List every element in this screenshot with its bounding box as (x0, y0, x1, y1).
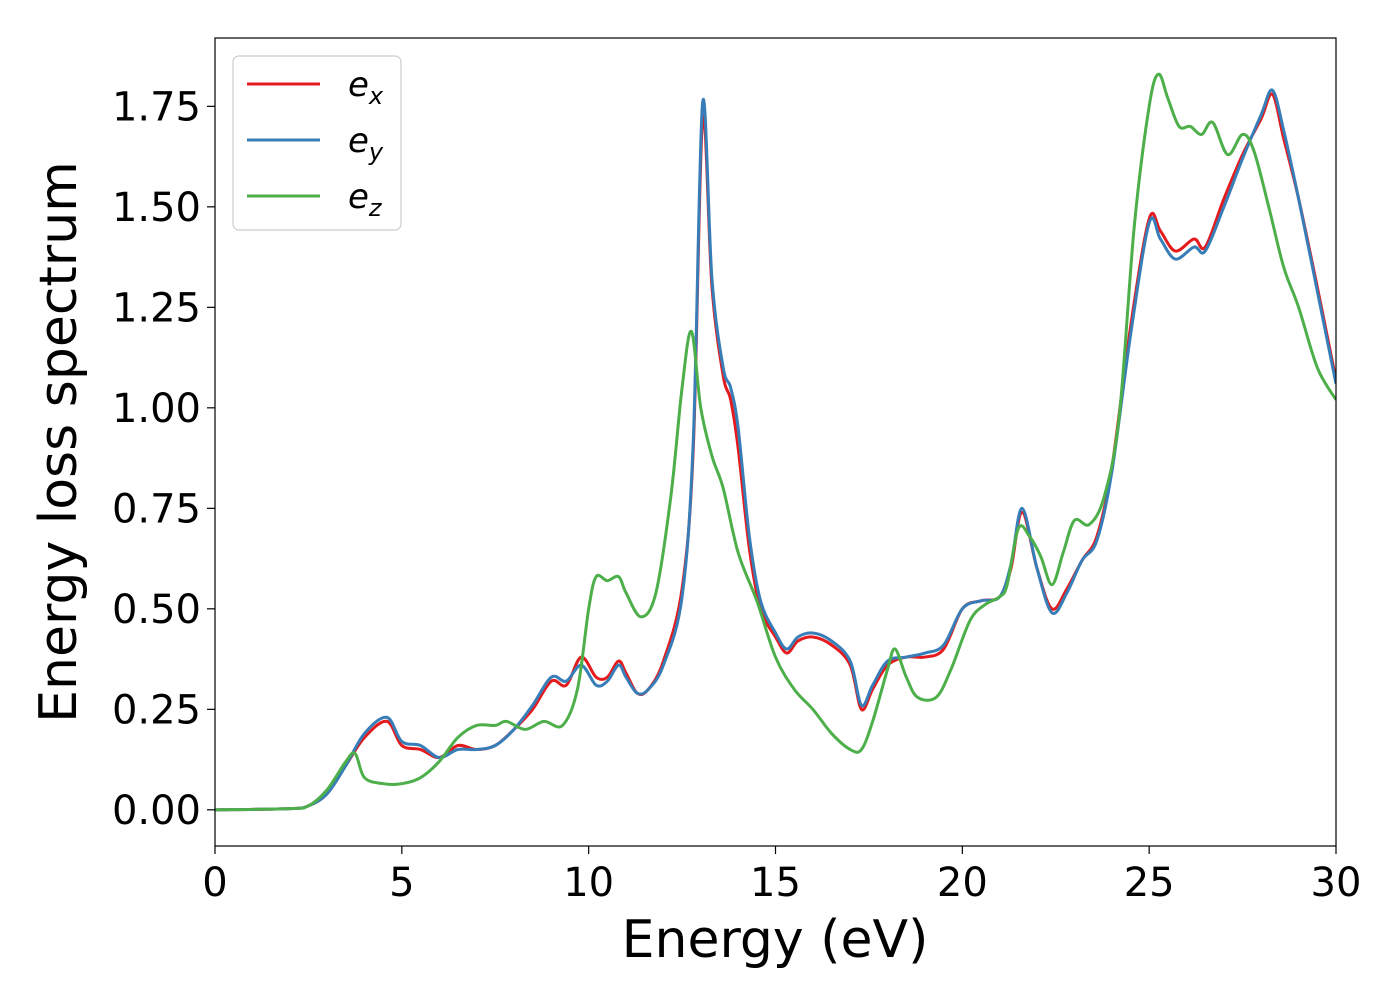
y-tick-label: 1.25 (112, 285, 201, 331)
y-tick-label: 0.25 (112, 687, 201, 733)
y-axis: 0.00 0.25 0.50 0.75 1.00 1.25 1.50 1.75 (112, 84, 215, 834)
y-tick-label: 0.50 (112, 587, 201, 633)
x-tick-label: 30 (1311, 860, 1362, 906)
legend-box (232, 55, 402, 231)
y-tick-label: 0.00 (112, 788, 201, 834)
y-tick-label: 1.75 (112, 84, 201, 130)
x-tick-label: 5 (389, 860, 414, 906)
x-tick-label: 25 (1124, 860, 1175, 906)
series-line-z (215, 72, 1336, 812)
x-tick-label: 20 (937, 860, 988, 906)
x-tick-label: 15 (750, 860, 801, 906)
plot-lines (215, 72, 1336, 812)
series-line-y (215, 88, 1336, 812)
x-axis: 0 5 10 15 20 25 30 (202, 846, 1361, 906)
x-tick-label: 0 (202, 860, 227, 906)
y-axis-label: Energy loss spectrum (29, 161, 89, 723)
y-tick-label: 0.75 (112, 486, 201, 532)
x-tick-label: 10 (563, 860, 614, 906)
y-tick-label: 1.00 (112, 386, 201, 432)
x-axis-label: Energy (eV) (622, 910, 929, 970)
y-tick-label: 1.50 (112, 185, 201, 231)
